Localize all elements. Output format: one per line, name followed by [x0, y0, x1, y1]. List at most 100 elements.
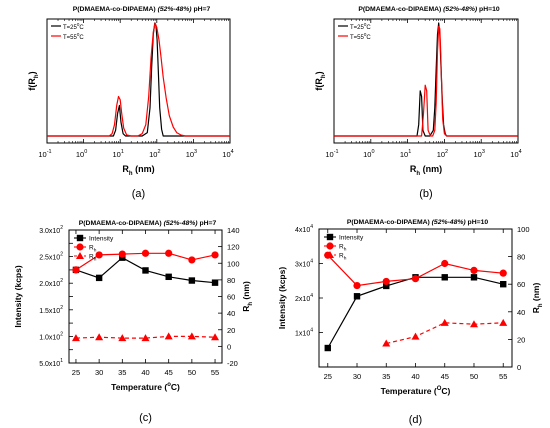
data-point-intensity [353, 293, 361, 300]
y2-tick-label: 60 [517, 280, 525, 289]
x-tick-label: 101 [112, 149, 123, 159]
data-point-intensity [324, 344, 331, 352]
legend-marker [76, 252, 84, 259]
y-tick-label: 5.0x101 [39, 358, 63, 368]
x-tick-label: 55 [499, 372, 507, 381]
y2-tick-label: 140 [227, 226, 240, 235]
y2-axis-label: Rh (nm) [241, 281, 254, 312]
x-tick-label: 25 [324, 372, 332, 381]
y2-tick-label: 40 [517, 308, 525, 317]
data-point-rh-triangle [211, 333, 220, 341]
legend-label: Intensity [339, 235, 364, 242]
series-line-t25 [47, 22, 230, 137]
x-axis-label: Rh (nm) [122, 164, 154, 177]
data-point-rh-circle [441, 259, 449, 268]
y-axis-label: Intensity (kcps) [277, 267, 287, 330]
data-point-rh-circle [165, 249, 173, 257]
x-tick-label: 102 [437, 149, 448, 159]
x-tick-label: 103 [473, 149, 484, 159]
x-axis-label: Rh (nm) [410, 164, 442, 177]
legend-label: T=250C [63, 22, 84, 31]
x-tick-label: 55 [211, 368, 219, 377]
data-point-rh-triangle [164, 332, 173, 340]
data-point-rh-triangle [95, 333, 104, 341]
y-tick-label: 2x104 [295, 293, 313, 303]
y2-tick-label: 20 [517, 335, 525, 344]
legend-marker [326, 251, 334, 258]
y-axis-label: f(Rh) [27, 71, 40, 90]
temperature-chart-c: 25 30 35 40 45 50 55 5.0x101 1.0x102 1.5x102 2.0x1… [13, 220, 254, 424]
legend-label: Rh [339, 244, 347, 253]
data-point-rh-triangle [71, 334, 80, 342]
x-axis-label: Temperature (OC) [381, 386, 451, 396]
legend-marker [76, 234, 84, 242]
data-point-intensity [142, 267, 149, 274]
legend-label: T=550C [350, 32, 371, 41]
y-tick-label: 4x104 [295, 224, 313, 234]
temperature-chart-d: 25 30 35 40 45 50 55 1x104 2x104 3x104 4x104 0 20 40 6… [277, 219, 544, 426]
panel-caption: (b) [419, 188, 432, 200]
y2-tick-label: 0 [517, 363, 521, 372]
x-tick-label: 102 [149, 149, 160, 159]
data-point-intensity [441, 274, 448, 281]
x-tick-label: 100 [363, 149, 374, 159]
data-point-intensity [165, 273, 172, 281]
data-point-rh-circle [72, 266, 80, 274]
data-point-intensity [188, 277, 196, 284]
panel-caption: (d) [409, 414, 422, 426]
y2-tick-label: 20 [227, 326, 235, 335]
x-tick-label: 35 [382, 372, 390, 381]
y-axis-label: Intensity (kcps) [13, 265, 23, 328]
legend-marker [326, 233, 334, 241]
x-tick-label: 100 [76, 149, 87, 159]
data-point-intensity [470, 274, 478, 281]
x-tick-label: 30 [353, 372, 361, 381]
y2-tick-label: 40 [227, 309, 235, 318]
x-tick-label: 45 [165, 368, 173, 377]
data-point-rh-triangle [141, 334, 150, 342]
x-tick-label: 104 [510, 149, 521, 159]
panel-caption: (a) [132, 188, 145, 200]
data-point-intensity [211, 279, 219, 286]
y-tick-label: 1.5x102 [39, 305, 63, 315]
x-tick-label: 50 [470, 372, 478, 381]
x-tick-label: 45 [441, 372, 449, 381]
data-point-rh-circle [411, 275, 420, 283]
data-point-rh-triangle [187, 332, 196, 340]
legend-label: T=250C [350, 22, 371, 31]
data-point-intensity [95, 274, 103, 282]
legend-label: T=550C [63, 32, 84, 41]
x-tick-label: 40 [141, 368, 149, 377]
y-tick-label: 2.5x102 [39, 252, 63, 262]
data-point-rh-circle [95, 251, 103, 259]
y-axis-label: f(Rh) [314, 71, 327, 90]
legend-marker [76, 243, 84, 251]
y2-axis-label: Rh (nm) [531, 283, 544, 314]
legend-label: Intensity [89, 236, 114, 243]
y2-tick-label: -20 [227, 359, 238, 368]
data-point-intensity [383, 282, 390, 290]
x-axis-label: Temperature (oC) [111, 382, 180, 392]
x-tick-label: 10-1 [38, 149, 51, 159]
y2-tick-label: 80 [517, 253, 525, 262]
y2-tick-label: 0 [227, 342, 231, 351]
y2-tick-label: 100 [227, 259, 240, 268]
x-tick-label: 104 [222, 149, 233, 159]
data-point-rh-triangle [382, 339, 391, 347]
y2-tick-label: 80 [227, 276, 235, 285]
y2-tick-label: 100 [517, 225, 530, 234]
data-point-rh-triangle [118, 334, 127, 342]
data-point-rh-circle [470, 266, 478, 274]
data-point-rh-circle [118, 250, 126, 258]
x-tick-label: 35 [118, 368, 126, 377]
data-point-rh-circle [188, 256, 196, 264]
x-tick-label: 30 [95, 368, 103, 377]
series-line-t55 [334, 25, 518, 137]
data-point-rh-triangle [469, 320, 478, 328]
